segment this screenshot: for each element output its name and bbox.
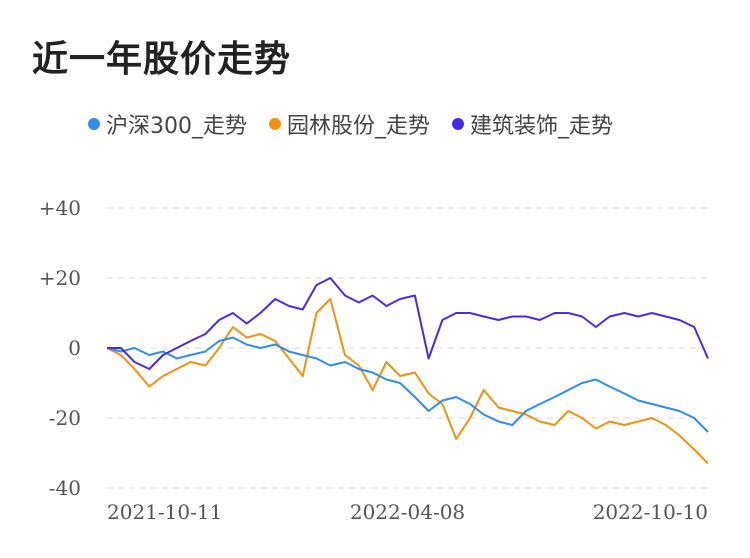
legend-label-jianzhu: 建筑装饰_走势: [470, 114, 614, 139]
legend-dot-hs300: [88, 118, 100, 130]
grid-lines: [107, 207, 708, 489]
series-line-2: [107, 277, 709, 370]
legend-item-jianzhu[interactable]: 建筑装饰_走势: [452, 108, 613, 140]
y-tick-label: +20: [39, 266, 81, 290]
legend-label-yuanlin: 园林股份_走势: [287, 114, 431, 139]
legend: 沪深300_走势 园林股份_走势 建筑装饰_走势: [88, 108, 635, 140]
chart-title: 近一年股价走势: [32, 39, 292, 80]
y-tick-label: +40: [39, 196, 81, 220]
x-axis-ticks: 2021-10-11 2022-04-08 2022-10-10: [107, 500, 708, 524]
series-line-1: [106, 298, 709, 465]
legend-label-hs300: 沪深300_走势: [106, 114, 247, 139]
series-lines: [106, 277, 709, 465]
x-tick-label: 2022-10-10: [593, 500, 708, 524]
y-tick-label: 0: [68, 336, 81, 360]
y-axis-ticks: +40 +20 0 -20 -40: [39, 196, 81, 500]
y-tick-label: -20: [49, 406, 81, 430]
x-tick-label: 2022-04-08: [350, 500, 465, 524]
x-tick-label: 2021-10-11: [107, 500, 222, 524]
series-line-0: [106, 336, 709, 433]
legend-dot-yuanlin: [269, 118, 281, 130]
y-tick-label: -40: [49, 476, 81, 500]
legend-item-hs300[interactable]: 沪深300_走势: [88, 108, 247, 140]
legend-dot-jianzhu: [452, 118, 465, 130]
legend-item-yuanlin[interactable]: 园林股份_走势: [269, 108, 430, 140]
